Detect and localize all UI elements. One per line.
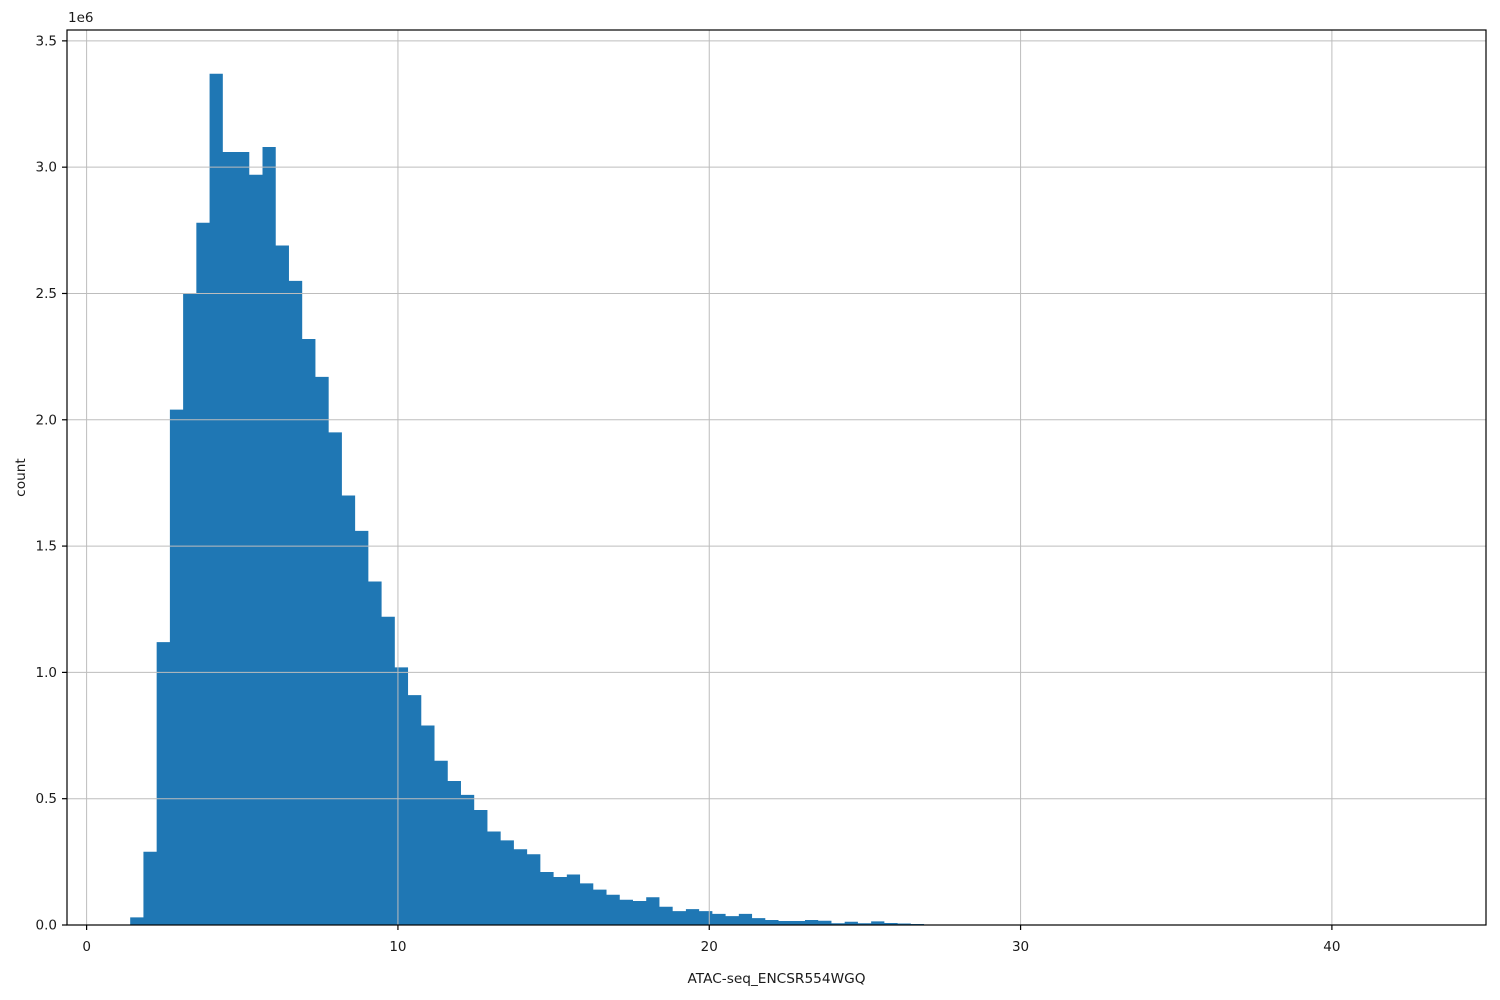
y-tick-label: 2.5 [36, 286, 57, 302]
y-tick-label: 0.5 [36, 791, 57, 807]
y-tick-label: 3.5 [36, 33, 57, 49]
y-axis-offset-label: 1e6 [68, 10, 93, 26]
y-tick-label: 0.0 [36, 918, 57, 934]
y-tick-labels: 0.0 0.5 1.0 1.5 2.0 2.5 3.0 3.5 [36, 33, 57, 933]
x-tick-label: 30 [1012, 939, 1029, 955]
x-tick-label: 10 [389, 939, 406, 955]
axes-spines [66, 29, 1487, 926]
x-tick-label: 40 [1323, 939, 1340, 955]
histogram-bars [130, 73, 925, 925]
y-tick-label: 2.0 [36, 412, 57, 428]
y-tick-label: 3.0 [36, 160, 57, 176]
x-tick-label: 20 [701, 939, 718, 955]
x-tick-label: 0 [82, 939, 91, 955]
y-axis-label: count [13, 458, 29, 497]
x-tick-labels: 0 10 20 30 40 [82, 939, 1340, 955]
tick-marks [62, 40, 1333, 930]
y-tick-label: 1.5 [36, 539, 57, 555]
x-axis-label: ATAC-seq_ENCSR554WGQ [688, 971, 866, 987]
y-tick-label: 1.0 [36, 665, 57, 681]
